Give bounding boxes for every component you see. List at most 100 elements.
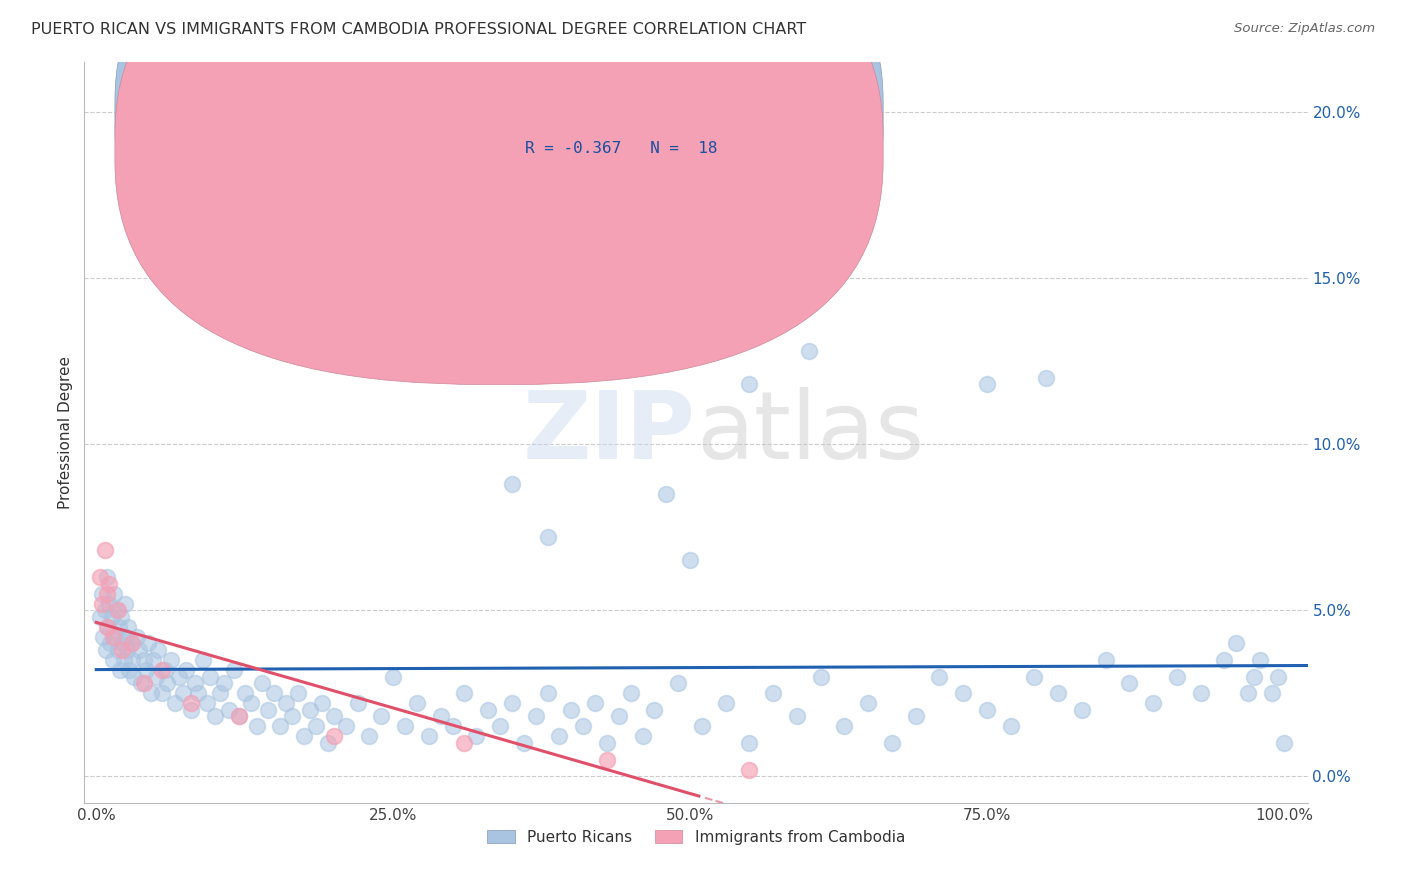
Point: [103, 587, 125, 601]
Y-axis label: Professional Degree: Professional Degree: [58, 356, 73, 509]
Point: [1000, 719, 1022, 733]
Legend: Puerto Ricans, Immigrants from Cambodia: Puerto Ricans, Immigrants from Cambodia: [481, 823, 911, 851]
Point: [287, 686, 309, 700]
Point: [441, 719, 464, 733]
Point: [204, 709, 226, 723]
Point: [1035, 371, 1057, 385]
Point: [856, 696, 879, 710]
Point: [1071, 703, 1094, 717]
Text: R =  0.175   N = 130: R = 0.175 N = 130: [524, 108, 717, 122]
Point: [513, 736, 536, 750]
Point: [118, 663, 141, 677]
Point: [298, 703, 321, 717]
Text: PUERTO RICAN VS IMMIGRANTS FROM CAMBODIA PROFESSIONAL DEGREE CORRELATION CHART: PUERTO RICAN VS IMMIGRANTS FROM CAMBODIA…: [31, 22, 806, 37]
Point: [607, 709, 630, 723]
Point: [93, 603, 115, 617]
Point: [501, 477, 523, 491]
Point: [370, 709, 392, 723]
Point: [128, 643, 150, 657]
Point: [359, 730, 381, 744]
Point: [429, 709, 451, 723]
Point: [1267, 670, 1289, 684]
Point: [228, 709, 250, 723]
Point: [786, 709, 808, 723]
Point: [311, 696, 333, 710]
Point: [200, 670, 222, 684]
Point: [666, 676, 689, 690]
Point: [738, 763, 761, 777]
Point: [1118, 676, 1140, 690]
Point: [107, 643, 129, 657]
Text: ZIP: ZIP: [523, 386, 696, 479]
Point: [1094, 653, 1116, 667]
Point: [418, 730, 440, 744]
Point: [97, 620, 120, 634]
Text: R = -0.367   N =  18: R = -0.367 N = 18: [524, 141, 717, 156]
Point: [655, 228, 678, 243]
Point: [263, 686, 285, 700]
Point: [335, 719, 357, 733]
Point: [305, 719, 328, 733]
Point: [110, 610, 132, 624]
Point: [560, 703, 582, 717]
Point: [153, 663, 176, 677]
Point: [100, 636, 122, 650]
Point: [276, 696, 298, 710]
Point: [1213, 653, 1236, 667]
Point: [100, 610, 122, 624]
Point: [107, 620, 129, 634]
Point: [1142, 696, 1164, 710]
FancyBboxPatch shape: [115, 0, 883, 384]
Point: [228, 709, 250, 723]
Point: [115, 630, 138, 644]
Point: [191, 653, 214, 667]
Point: [150, 663, 173, 677]
Point: [94, 643, 117, 657]
Point: [115, 643, 138, 657]
Point: [112, 653, 135, 667]
Point: [135, 663, 157, 677]
Point: [111, 643, 134, 657]
Point: [346, 696, 368, 710]
Point: [146, 643, 169, 657]
Point: [138, 636, 160, 650]
Point: [122, 670, 145, 684]
Point: [145, 670, 167, 684]
Point: [120, 636, 142, 650]
Point: [132, 653, 155, 667]
Point: [453, 736, 475, 750]
Point: [239, 696, 262, 710]
Point: [101, 653, 124, 667]
Point: [195, 696, 218, 710]
Point: [620, 686, 643, 700]
Point: [501, 696, 523, 710]
Point: [976, 377, 998, 392]
Point: [524, 709, 547, 723]
Point: [834, 719, 856, 733]
Point: [1225, 636, 1247, 650]
Point: [93, 543, 115, 558]
Point: [132, 676, 155, 690]
Point: [904, 709, 927, 723]
Point: [245, 719, 267, 733]
Point: [1249, 653, 1271, 667]
Point: [631, 730, 654, 744]
Point: [292, 730, 315, 744]
Point: [114, 597, 136, 611]
Point: [394, 719, 416, 733]
Point: [169, 670, 191, 684]
Point: [176, 663, 198, 677]
Point: [160, 653, 183, 667]
Point: [163, 696, 186, 710]
Point: [406, 696, 429, 710]
Point: [316, 736, 339, 750]
Point: [465, 730, 488, 744]
Point: [880, 736, 903, 750]
Point: [222, 663, 245, 677]
Point: [98, 576, 121, 591]
Point: [156, 676, 179, 690]
Point: [690, 719, 713, 733]
Point: [489, 719, 512, 733]
Point: [107, 603, 129, 617]
Point: [218, 703, 240, 717]
